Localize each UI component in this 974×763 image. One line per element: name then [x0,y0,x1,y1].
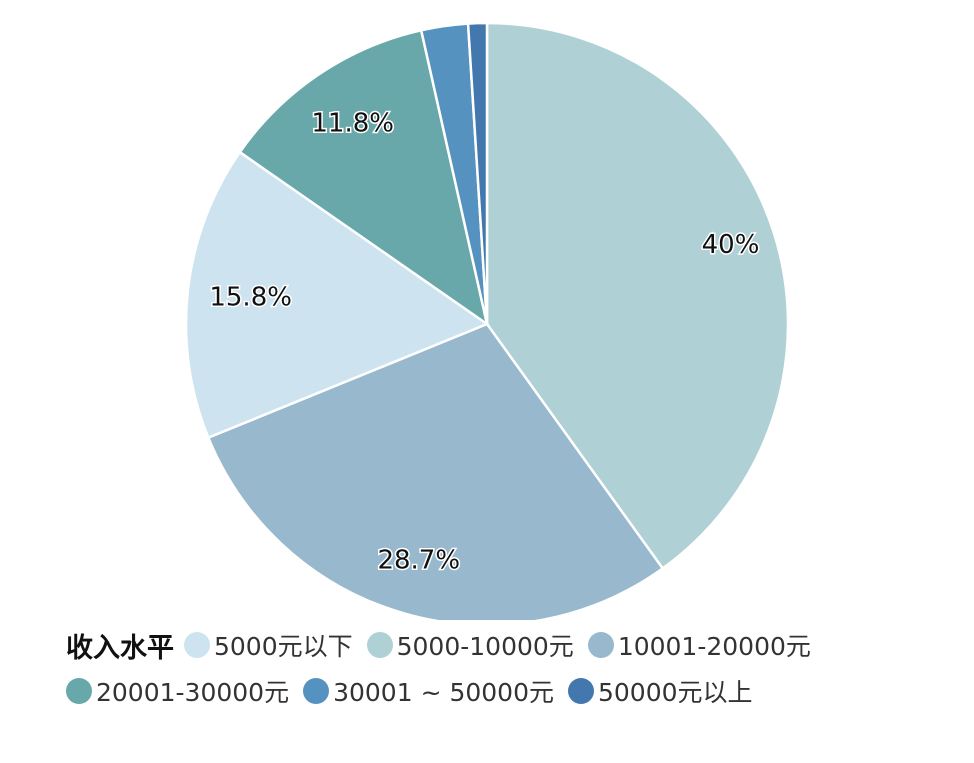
legend-label: 50000元以上 [598,678,753,707]
legend-swatch [303,678,330,704]
legend-item-5[interactable]: 30001 ~ 50000元 [303,673,554,709]
legend-label: 10001-20000元 [617,632,811,661]
pie-chart: 40% 28.7% 15.8% 11.8% [184,21,790,620]
pie-slice-6 [466,21,489,325]
legend-item-3[interactable]: 10001-20000元 [587,627,811,663]
legend-item-6[interactable]: 50000元以上 [568,673,753,709]
legend-item-1[interactable]: 5000元以下 [184,627,353,663]
data-label-4: 11.8% [311,109,394,139]
legend-row: 20001-30000元 30001 ~ 50000元 50000元以上 [66,668,946,714]
legend-row: 收入水平 5000元以下 5000-10000元 10001-20000元 [66,622,946,668]
legend: 收入水平 5000元以下 5000-10000元 10001-20000元 2000… [66,622,946,714]
legend-title: 收入水平 [66,632,174,664]
legend-label: 30001 ~ 50000元 [333,678,554,707]
pie-slice-3 [206,322,665,620]
legend-label: 20001-30000元 [96,678,290,707]
data-label-1: 15.8% [209,282,292,312]
legend-label: 5000-10000元 [396,632,574,661]
legend-label: 5000元以下 [214,632,353,661]
pie-slice-4 [238,28,489,327]
legend-swatch [568,678,594,704]
legend-swatch [366,632,393,658]
legend-swatch [587,632,614,658]
data-label-2: 40% [702,230,760,260]
pie-slice-2 [485,21,790,571]
legend-swatch [66,678,92,704]
legend-item-4[interactable]: 20001-30000元 [66,673,289,709]
legend-swatch [184,632,210,658]
data-label-3: 28.7% [377,546,460,576]
pie-slice-1 [184,150,490,440]
legend-item-2[interactable]: 5000-10000元 [366,627,574,663]
